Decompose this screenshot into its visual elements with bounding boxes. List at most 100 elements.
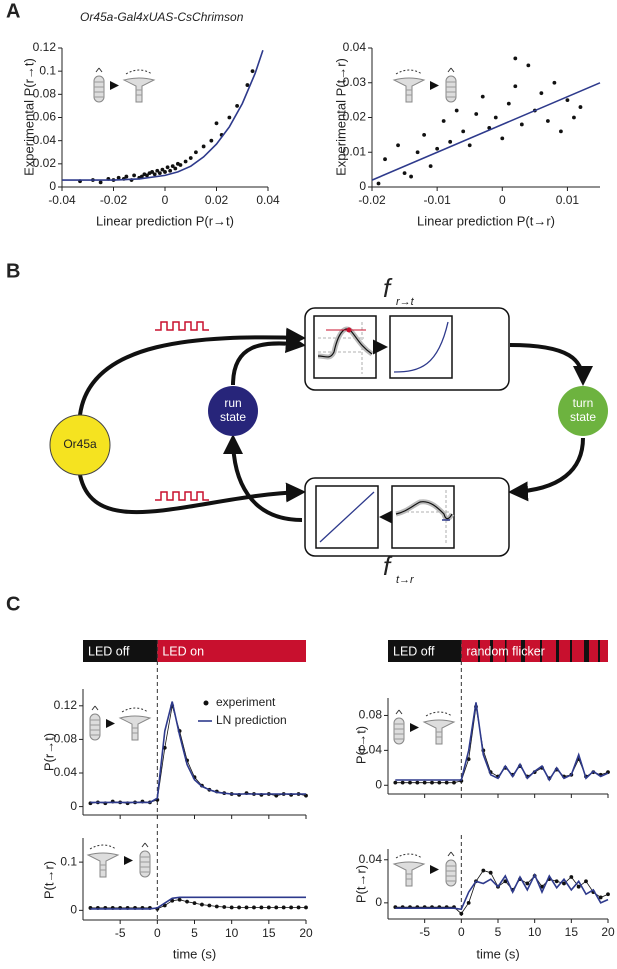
icon-run-to-turn [93,67,155,103]
y-axis-label: Experimental P(r→t) [21,58,36,176]
fit-line [62,50,264,181]
point [545,119,550,123]
function-subscript: t→r [396,574,415,586]
x-tick-label: 10 [225,926,239,940]
point [461,129,466,134]
legend-label: LN prediction [216,713,287,727]
panel-label: C [6,593,20,615]
x-tick-label: -5 [419,925,430,939]
point [235,104,240,108]
y-tick-label: 0.04 [343,40,367,54]
x-tick-label: 0 [458,925,465,939]
point [565,98,570,103]
point [160,167,165,172]
icon-turn-to-run [393,851,457,887]
y-tick-label: 0.03 [343,75,367,89]
point [466,757,471,761]
stimulus-bar [388,640,462,662]
x-tick-label: 0 [499,193,506,207]
point [192,901,197,906]
y-tick-label: 0.08 [33,87,57,101]
stimulus-bar [157,640,306,662]
y-tick-label: 0.04 [359,852,383,866]
point [500,136,505,141]
point [400,780,405,785]
y-tick-label: 0 [70,799,77,813]
point [513,56,518,61]
point [222,905,227,909]
point [448,139,453,144]
point [503,879,508,884]
point [437,780,442,785]
point [157,171,162,176]
panel-label: B [6,260,20,282]
stimulus-label: LED on [162,644,204,658]
y-tick-label: 0 [375,895,382,909]
point [124,174,129,179]
stimulus-label: random flicker [466,644,545,658]
x-tick-label: 20 [601,925,615,939]
chart-title: Or45a-Gal4xUAS-CsChrimson [80,10,244,24]
point [396,143,400,148]
y-tick-label: 0.08 [359,708,383,722]
point [452,780,456,785]
point [168,168,173,173]
y-tick-label: 0 [49,179,56,193]
point [145,173,149,178]
fit-line [395,702,609,782]
point [554,879,559,884]
y-tick-label: 0.1 [39,63,56,77]
point [214,904,219,909]
point [201,144,206,149]
point [459,911,464,916]
point [207,903,212,908]
point [188,156,193,160]
x-tick-label: 0.01 [556,193,580,207]
x-tick-label: 15 [565,925,579,939]
point [539,91,544,96]
x-tick-label: 20 [299,926,313,940]
x-tick-label: 0.02 [205,193,229,207]
point [415,150,420,155]
flicker-stripes [478,640,600,662]
point [227,115,232,120]
point [513,84,518,89]
x-tick-label: -0.02 [358,193,386,207]
point [98,180,103,185]
x-tick-label: 0 [154,926,161,940]
node-label: run state [220,396,246,424]
point [237,905,242,910]
stimulus-label: LED off [393,644,435,658]
y-tick-label: 0.1 [60,854,77,868]
y-tick-label: 0.04 [54,765,78,779]
point [422,132,427,137]
x-axis-label: Linear prediction P(t→r) [417,213,555,228]
point [229,905,234,910]
x-tick-label: -0.04 [48,193,76,207]
point [480,94,485,99]
point [506,101,511,106]
legend-symbol [203,700,209,706]
point [540,884,544,889]
point [430,780,434,785]
point [194,150,198,155]
y-tick-label: 0.12 [54,698,78,712]
stimulus-label: LED off [88,644,130,658]
point [584,879,588,884]
icon-run-to-turn [89,705,151,741]
function-name: f [383,551,393,581]
y-axis-label: P(t→r) [41,861,56,899]
x-tick-label: 15 [262,926,276,940]
stimulus-bar [83,640,158,662]
point [474,112,479,116]
point [376,181,381,186]
point [304,905,308,910]
point [259,905,264,910]
point [289,905,294,910]
point [481,868,486,873]
point [281,905,286,910]
mini-filter [391,485,455,549]
legend-label: experiment [216,695,276,709]
node-label: Or45a [63,437,97,451]
point [409,174,413,179]
